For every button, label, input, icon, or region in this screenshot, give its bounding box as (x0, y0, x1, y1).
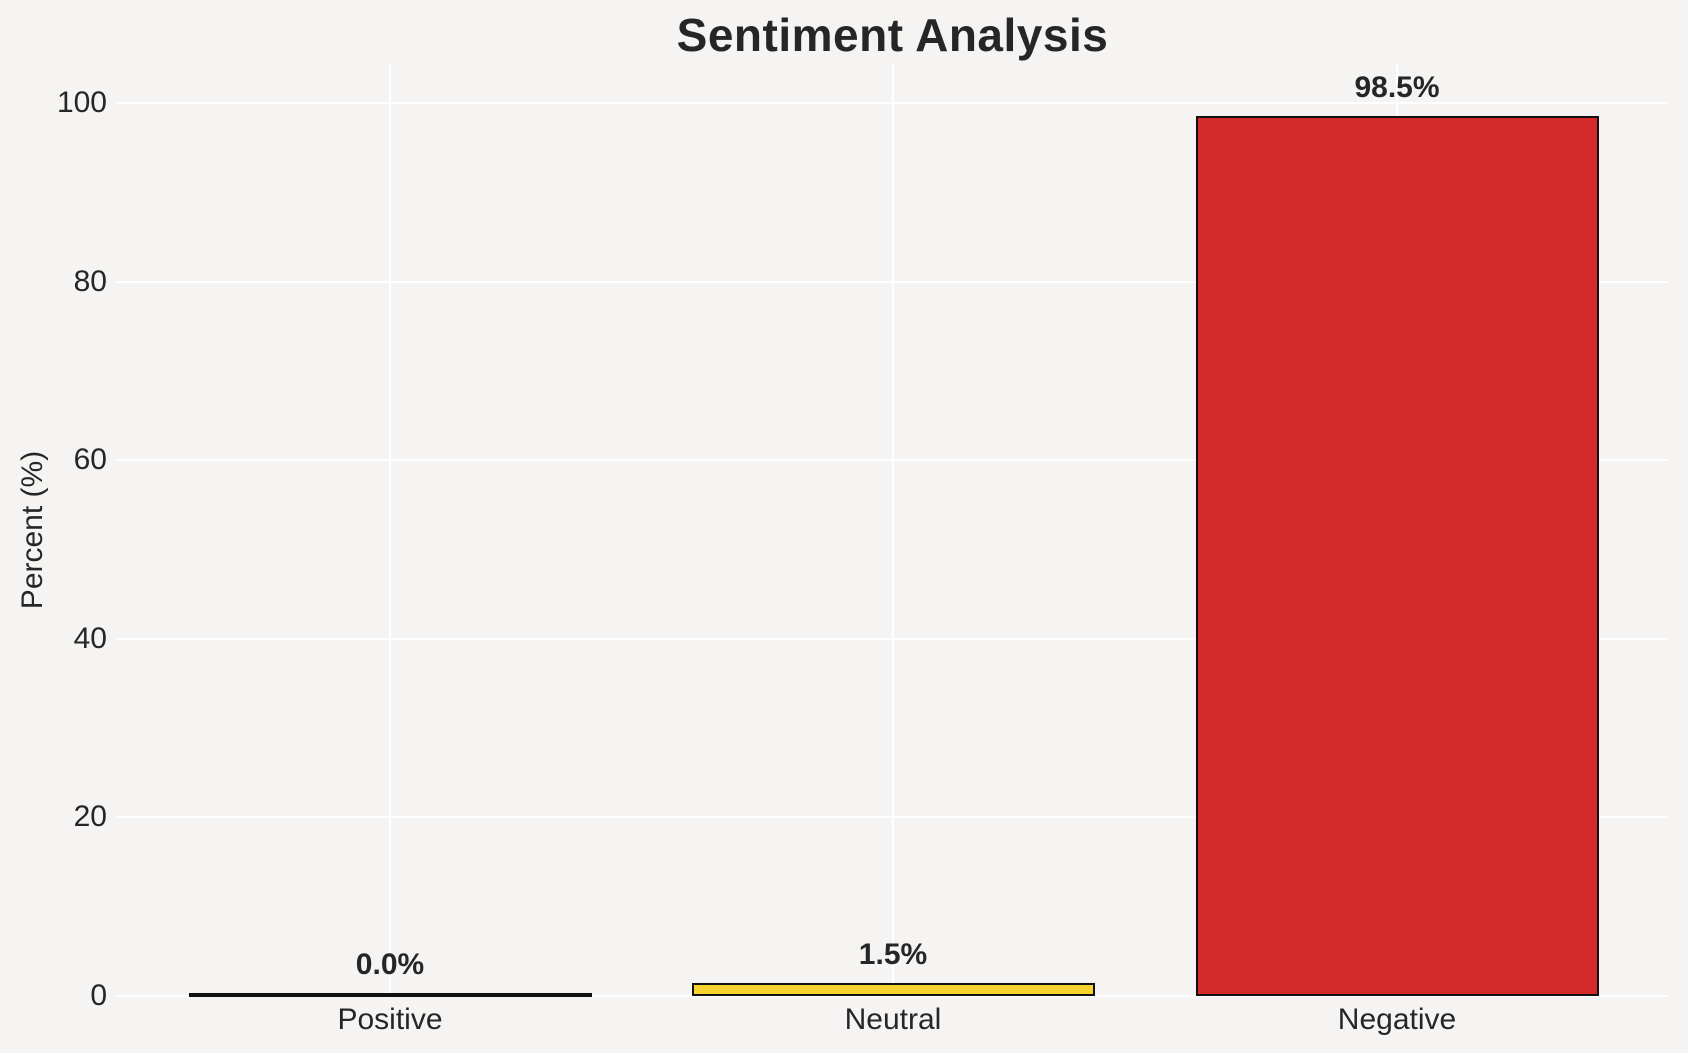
gridline-horizontal (117, 995, 1668, 997)
x-tick-label: Neutral (844, 1003, 942, 1036)
chart-title: Sentiment Analysis (676, 9, 1109, 61)
y-tick-label: 80 (73, 264, 107, 298)
bar-value-label: 1.5% (858, 938, 928, 971)
y-tick-label: 0 (90, 979, 107, 1012)
y-tick-label: 100 (56, 86, 107, 119)
y-tick-label: 20 (73, 800, 107, 834)
bar-positive (188, 993, 592, 997)
bar-negative (1195, 116, 1599, 996)
x-tick-label: Positive (337, 1003, 443, 1036)
y-tick-label: 60 (73, 443, 107, 477)
bar-neutral (691, 983, 1095, 996)
bar-value-label: 98.5% (1354, 71, 1440, 104)
x-tick-label: Negative (1337, 1003, 1457, 1036)
y-tick-label: 40 (73, 621, 107, 655)
bar-value-label: 0.0% (355, 948, 425, 981)
gridline-vertical (389, 65, 391, 996)
gridline-vertical (892, 65, 894, 996)
